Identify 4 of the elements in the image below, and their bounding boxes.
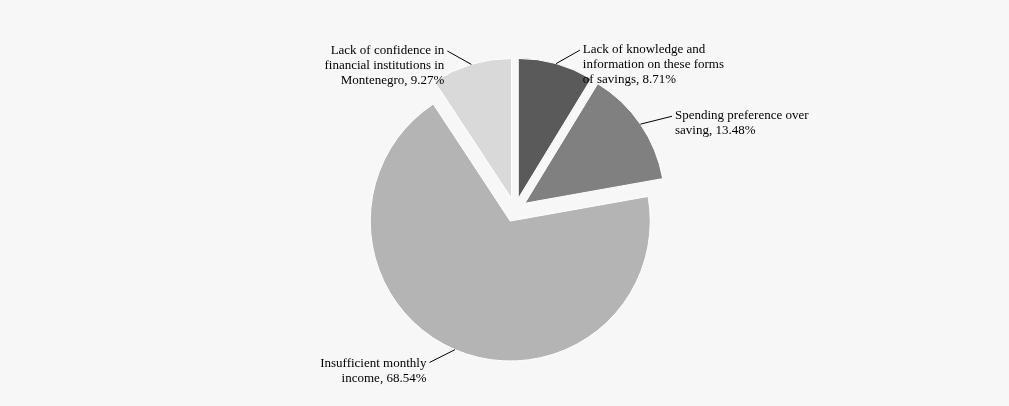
slice-label: Insufficient monthly income, 68.54% (320, 354, 427, 385)
slice-label: Lack of confidence in financial institutions in Montenegro, 9.27% (324, 41, 445, 87)
slice-label: Spending preference over saving, 13.48% (675, 107, 810, 138)
slice-label: Lack of knowledge and information on these forms of savings, 8.71% (582, 41, 725, 87)
